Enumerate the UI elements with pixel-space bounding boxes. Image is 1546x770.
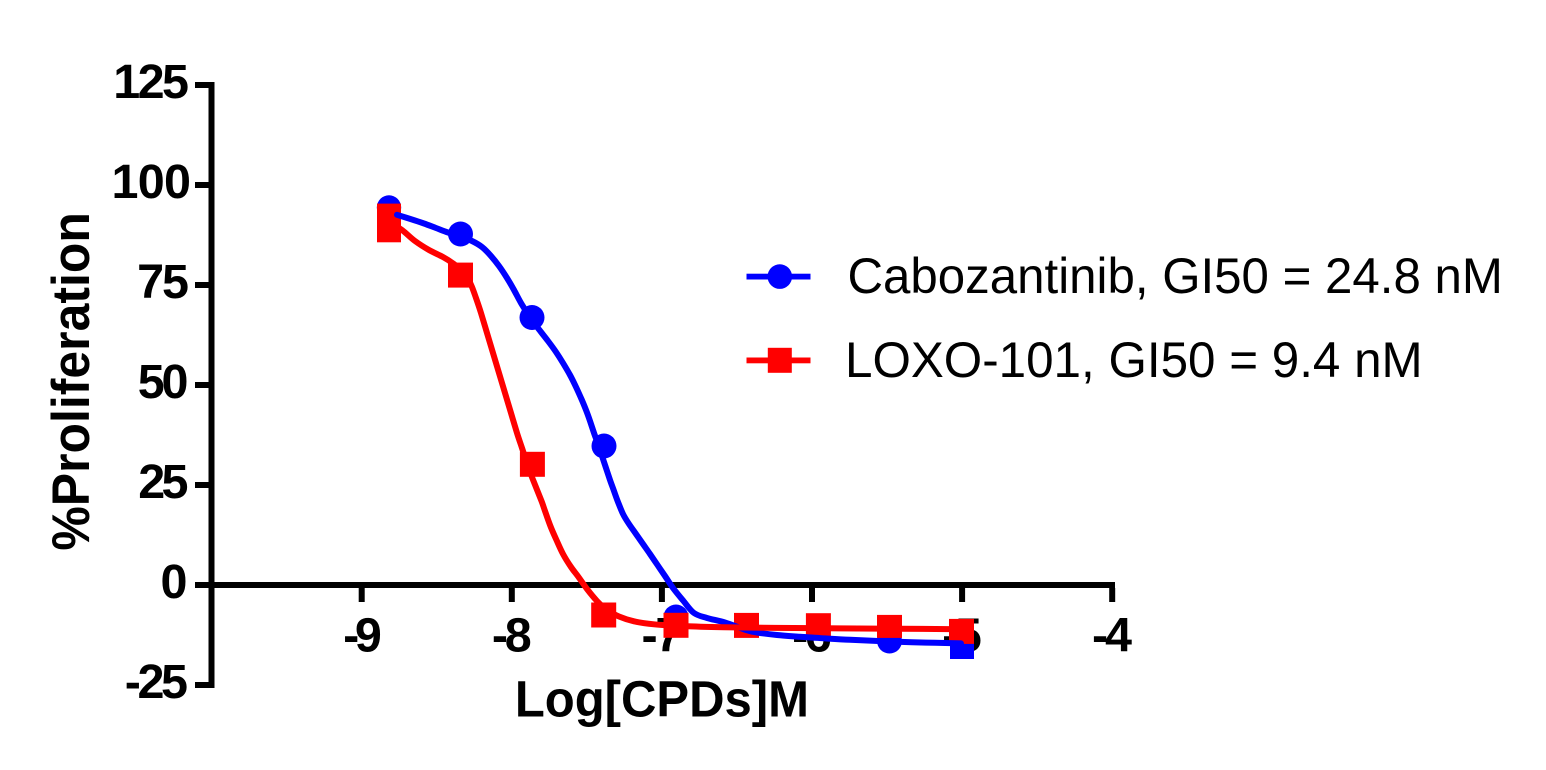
svg-text:0: 0 bbox=[161, 555, 188, 609]
svg-text:-4: -4 bbox=[1092, 609, 1132, 663]
svg-text:-25: -25 bbox=[125, 655, 188, 709]
svg-text:-8: -8 bbox=[492, 609, 532, 663]
svg-text:LOXO-101, GI50 = 9.4 nM: LOXO-101, GI50 = 9.4 nM bbox=[845, 332, 1423, 388]
svg-text:%Proliferation: %Proliferation bbox=[42, 212, 101, 550]
svg-text:100: 100 bbox=[112, 155, 192, 209]
svg-text:-9: -9 bbox=[343, 609, 382, 663]
svg-text:25: 25 bbox=[138, 455, 188, 509]
svg-text:75: 75 bbox=[137, 255, 189, 309]
svg-text:Log[CPDs]M: Log[CPDs]M bbox=[515, 670, 809, 727]
svg-text:Cabozantinib, GI50 = 24.8 nM: Cabozantinib, GI50 = 24.8 nM bbox=[848, 248, 1503, 304]
svg-text:50: 50 bbox=[138, 355, 189, 409]
svg-text:125: 125 bbox=[113, 55, 189, 109]
